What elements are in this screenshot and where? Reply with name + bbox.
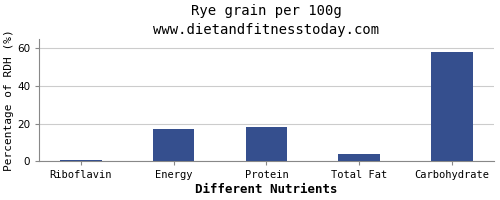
X-axis label: Different Nutrients: Different Nutrients	[195, 183, 338, 196]
Bar	[338, 154, 380, 161]
Bar	[432, 52, 473, 161]
Bar	[60, 160, 102, 161]
Title: Rye grain per 100g
www.dietandfitnesstoday.com: Rye grain per 100g www.dietandfitnesstod…	[154, 4, 380, 37]
Bar	[246, 127, 288, 161]
Bar	[152, 129, 194, 161]
Y-axis label: Percentage of RDH (%): Percentage of RDH (%)	[4, 29, 14, 171]
